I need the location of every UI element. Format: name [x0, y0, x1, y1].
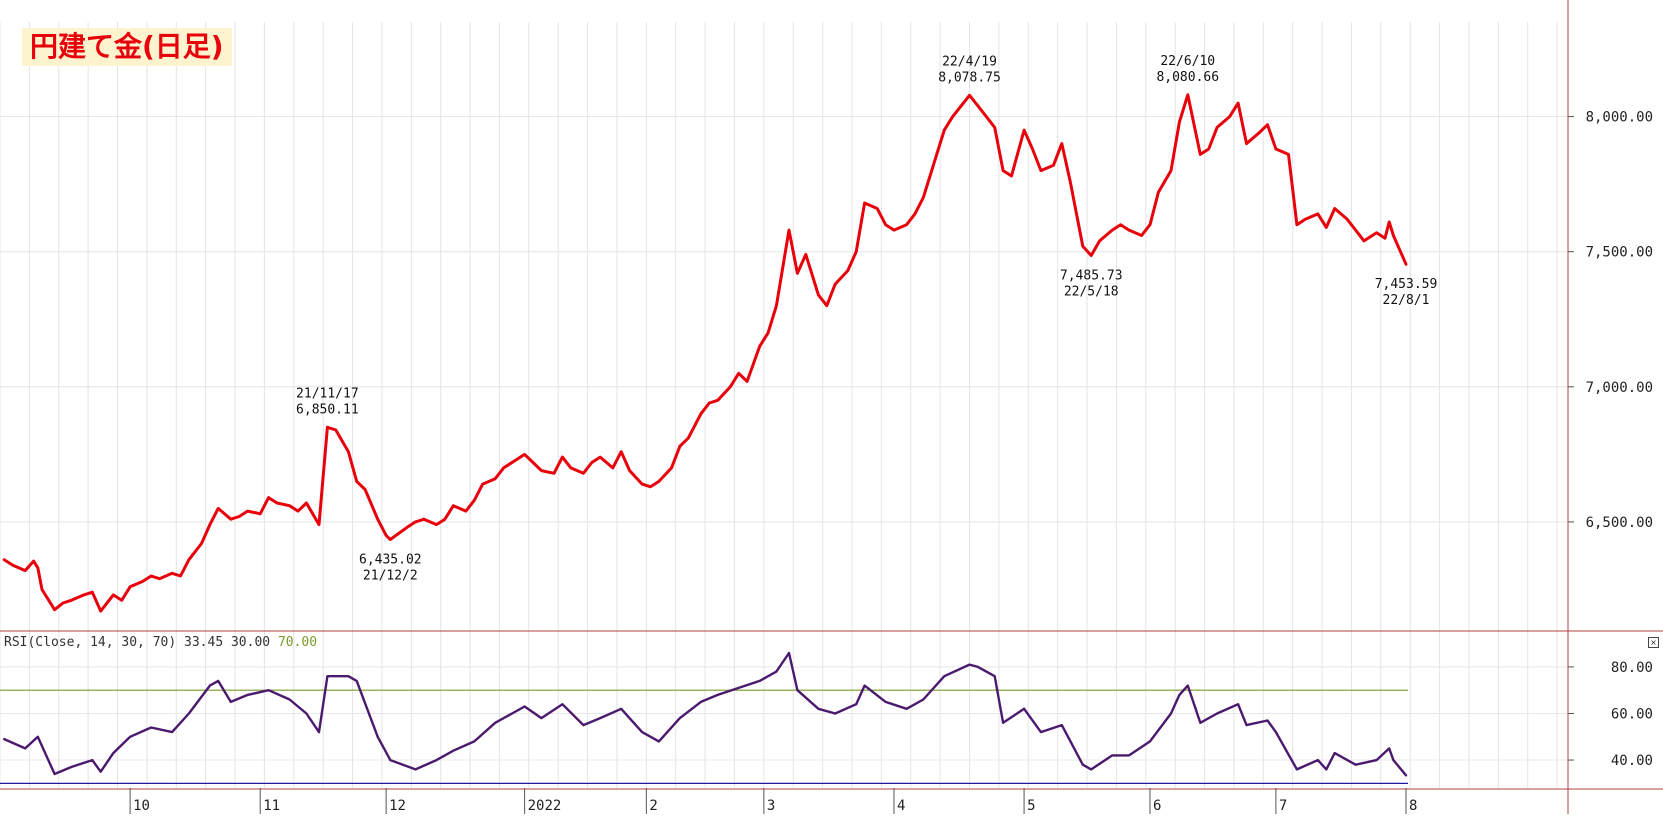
- annotation-text: 6,435.02: [359, 552, 422, 567]
- annotation-text: 21/11/17: [296, 386, 359, 401]
- price-series-line: [2, 93, 1408, 613]
- x-tick-label: 3: [767, 798, 775, 814]
- y-tick-label: 80.00: [1611, 660, 1653, 676]
- x-tick-label: 11: [263, 798, 280, 814]
- price-annotation: 22/4/198,078.75: [938, 54, 1001, 85]
- annotation-text: 22/5/18: [1064, 285, 1119, 300]
- rsi-legend-label: RSI(Close, 14, 30, 70): [4, 635, 177, 650]
- x-tick-label: 4: [897, 798, 905, 814]
- annotation-text: 7,485.73: [1060, 269, 1123, 284]
- chart-title: 円建て金(日足): [22, 28, 232, 66]
- price-annotation: 21/11/176,850.11: [296, 386, 359, 417]
- annotation-text: 6,850.11: [296, 402, 359, 417]
- price-annotation: 22/6/108,080.66: [1156, 54, 1219, 85]
- grid-lines: [0, 22, 1568, 788]
- annotation-text: 22/8/1: [1383, 293, 1430, 308]
- annotation-text: 22/6/10: [1160, 54, 1215, 69]
- annotation-text: 21/12/2: [363, 568, 418, 583]
- rsi-current-value: 33.45: [184, 635, 224, 650]
- y-tick-label: 40.00: [1611, 753, 1653, 769]
- price-annotations: 21/11/176,850.116,435.0221/12/222/4/198,…: [296, 54, 1437, 584]
- y-tick-label: 7,500.00: [1586, 245, 1653, 261]
- rsi-legend: RSI(Close, 14, 30, 70) 33.45 30.00 70.00: [4, 635, 317, 650]
- rsi-series-line: [2, 651, 1408, 777]
- x-tick-label: 5: [1027, 798, 1035, 814]
- rsi-level-lines: [0, 689, 1408, 784]
- annotation-text: 22/4/19: [942, 54, 997, 69]
- annotation-text: 7,453.59: [1375, 277, 1438, 292]
- y-axis-ticks: 6,500.00 7,000.00 7,500.00 8,000.00 40.00 60.…: [1568, 110, 1653, 769]
- x-tick-label: 8: [1409, 798, 1417, 814]
- y-tick-label: 6,500.00: [1586, 515, 1653, 531]
- close-pane-button[interactable]: ×: [1648, 637, 1659, 648]
- x-tick-label: 6: [1153, 798, 1161, 814]
- annotation-text: 8,080.66: [1156, 70, 1219, 85]
- x-tick-label: 2022: [528, 798, 562, 814]
- x-tick-label: 7: [1279, 798, 1287, 814]
- x-tick-label: 12: [389, 798, 406, 814]
- series-lines: [2, 93, 1408, 777]
- rsi-lower-level: 30.00: [230, 635, 271, 650]
- y-tick-label: 7,000.00: [1586, 380, 1653, 396]
- x-tick-label: 2: [649, 798, 657, 814]
- y-tick-label: 60.00: [1611, 706, 1653, 722]
- annotation-text: 8,078.75: [938, 70, 1001, 85]
- rsi-upper-level: 70.00: [277, 635, 318, 650]
- x-axis-ticks: 10 11 12 2022 2 3 4 5 6 7 8: [129, 788, 1417, 814]
- x-tick-label: 10: [133, 798, 150, 814]
- y-tick-label: 8,000.00: [1586, 110, 1653, 126]
